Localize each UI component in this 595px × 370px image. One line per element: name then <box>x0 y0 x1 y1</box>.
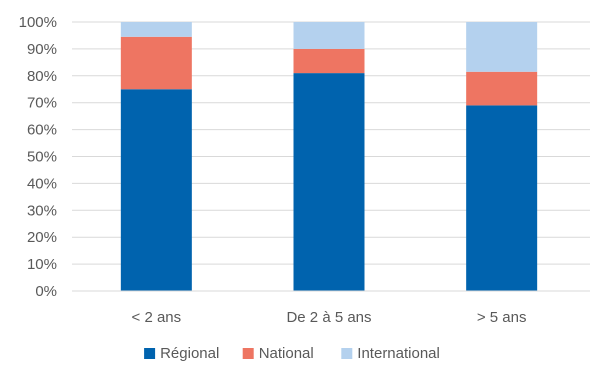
y-tick-label: 20% <box>27 229 57 246</box>
y-tick-label: 0% <box>35 283 57 300</box>
y-tick-label: 50% <box>27 149 57 166</box>
x-tick-label: > 5 ans <box>477 309 527 326</box>
bar-segment-national <box>293 48 365 74</box>
bar-segment-rgional <box>120 89 192 291</box>
legend: Régional National International <box>144 345 440 362</box>
legend-label: Régional <box>160 345 219 362</box>
legend-swatch <box>341 348 353 359</box>
y-tick-label: 70% <box>27 95 57 112</box>
bar-segment-rgional <box>293 73 365 291</box>
y-tick-label: 60% <box>27 122 57 139</box>
y-tick-label: 90% <box>27 41 57 58</box>
x-tick-label: De 2 à 5 ans <box>286 309 371 326</box>
y-tick-label: 100% <box>19 14 57 31</box>
x-axis-ticks: < 2 ans De 2 à 5 ans > 5 ans <box>132 309 527 326</box>
y-tick-label: 30% <box>27 202 57 219</box>
bars <box>120 22 538 291</box>
legend-label: National <box>259 345 314 362</box>
bar-segment-rgional <box>466 105 538 291</box>
legend-label: International <box>357 345 440 362</box>
bar-segment-national <box>120 36 192 90</box>
y-tick-label: 40% <box>27 175 57 192</box>
x-tick-label: < 2 ans <box>132 309 182 326</box>
legend-swatch <box>144 348 156 359</box>
y-tick-label: 80% <box>27 68 57 85</box>
legend-swatch <box>242 348 254 359</box>
bar-segment-international <box>120 22 192 37</box>
bar-segment-international <box>466 22 538 72</box>
y-axis-ticks: 0% 10% 20% 30% 40% 50% 60% 70% 80% 90% 100% <box>19 14 57 300</box>
y-tick-label: 10% <box>27 256 57 273</box>
bar-segment-national <box>466 71 538 106</box>
bar-segment-international <box>293 22 365 49</box>
